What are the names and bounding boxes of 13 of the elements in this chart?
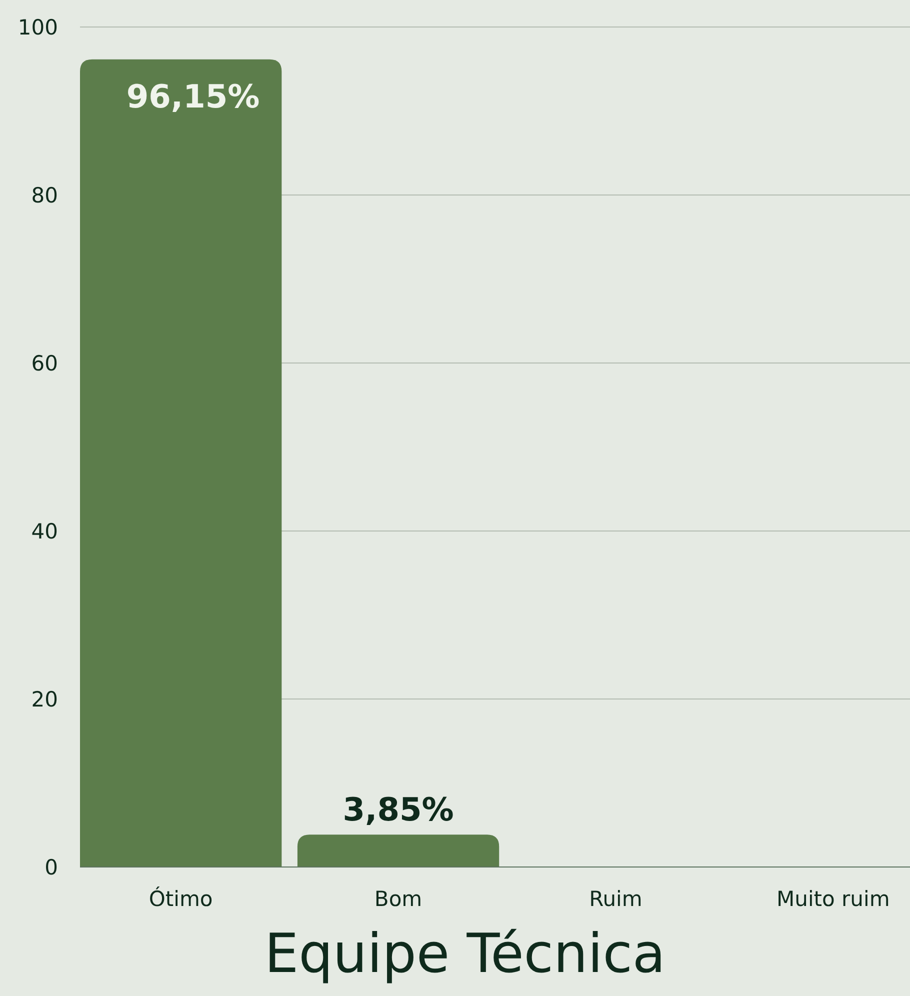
data-label: 96,15% [126, 77, 260, 116]
y-tick-label: 80 [31, 183, 58, 208]
text: Equipe Técnica [264, 922, 666, 985]
data-label: 3,85% [342, 790, 454, 829]
y-tick-label: 100 [18, 15, 58, 40]
y-tick-label: 60 [31, 351, 58, 376]
y-tick-label: 0 [44, 855, 58, 880]
y-tick-label: 20 [31, 687, 58, 712]
x-tick-label: Ruim [589, 887, 642, 911]
x-tick-label: Ótimo [148, 886, 213, 911]
y-tick-label: 40 [31, 519, 58, 544]
x-tick-label: Bom [374, 887, 422, 911]
x-tick-label: Muito ruim [776, 887, 890, 911]
